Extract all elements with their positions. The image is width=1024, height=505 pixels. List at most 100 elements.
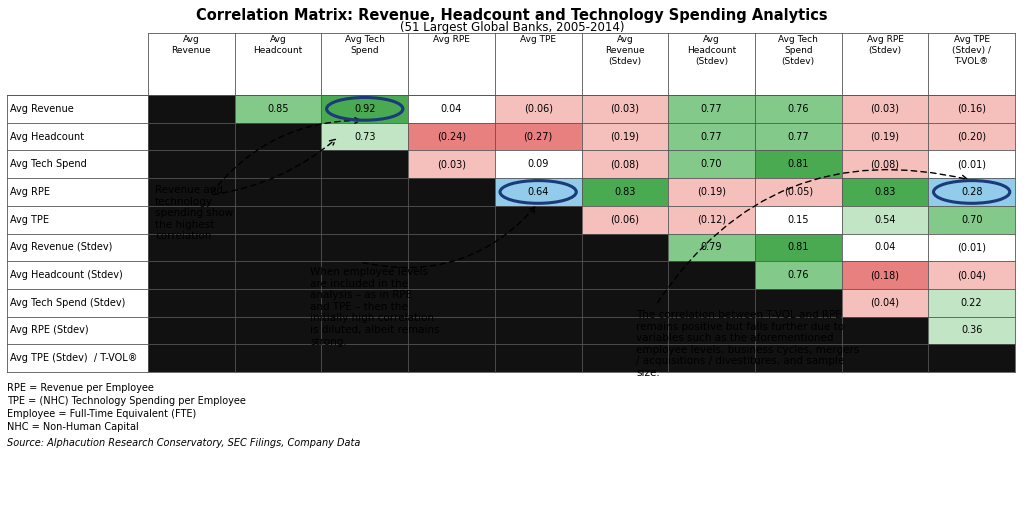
- Bar: [755, 289, 842, 317]
- Bar: [669, 95, 755, 123]
- Bar: [842, 123, 929, 150]
- Text: 0.77: 0.77: [787, 131, 809, 141]
- Bar: [582, 233, 669, 261]
- Bar: [148, 95, 234, 123]
- Text: 0.92: 0.92: [354, 104, 376, 114]
- Text: 0.04: 0.04: [874, 242, 896, 252]
- Bar: [234, 317, 322, 344]
- Text: (0.01): (0.01): [957, 159, 986, 169]
- Bar: [495, 206, 582, 233]
- Bar: [755, 178, 842, 206]
- Bar: [582, 261, 669, 289]
- Bar: [148, 178, 234, 206]
- Text: (0.04): (0.04): [870, 298, 899, 308]
- Bar: [582, 95, 669, 123]
- Bar: [409, 317, 495, 344]
- Bar: [234, 206, 322, 233]
- Text: 0.28: 0.28: [961, 187, 982, 197]
- Bar: [234, 123, 322, 150]
- Bar: [669, 206, 755, 233]
- Text: Avg Revenue (Stdev): Avg Revenue (Stdev): [10, 242, 113, 252]
- Bar: [755, 233, 842, 261]
- Text: (51 Largest Global Banks, 2005-2014): (51 Largest Global Banks, 2005-2014): [399, 21, 625, 34]
- Bar: [322, 233, 409, 261]
- Bar: [234, 289, 322, 317]
- Text: When employee levels
are included in the
analysis – as in RPE
and TPE – then the: When employee levels are included in the…: [310, 267, 439, 346]
- Text: 0.22: 0.22: [961, 298, 982, 308]
- Text: 0.83: 0.83: [874, 187, 896, 197]
- Bar: [755, 317, 842, 344]
- Bar: [322, 317, 409, 344]
- Bar: [495, 317, 582, 344]
- Bar: [842, 317, 929, 344]
- Text: (0.01): (0.01): [957, 242, 986, 252]
- Text: (0.12): (0.12): [697, 215, 726, 225]
- Text: 0.36: 0.36: [961, 325, 982, 335]
- Bar: [669, 178, 755, 206]
- Bar: [495, 150, 582, 178]
- Bar: [234, 150, 322, 178]
- Bar: [409, 206, 495, 233]
- Bar: [148, 289, 234, 317]
- Bar: [322, 206, 409, 233]
- Bar: [148, 233, 234, 261]
- Bar: [755, 206, 842, 233]
- Bar: [409, 233, 495, 261]
- Bar: [148, 123, 234, 150]
- Text: 0.64: 0.64: [527, 187, 549, 197]
- Bar: [409, 95, 495, 123]
- Text: Avg Tech
Spend: Avg Tech Spend: [345, 35, 385, 55]
- Bar: [148, 261, 234, 289]
- Bar: [929, 150, 1015, 178]
- Bar: [322, 178, 409, 206]
- Text: (0.05): (0.05): [783, 187, 813, 197]
- Bar: [495, 233, 582, 261]
- Text: 0.76: 0.76: [787, 270, 809, 280]
- Text: (0.03): (0.03): [610, 104, 639, 114]
- Bar: [234, 261, 322, 289]
- Text: Avg
Revenue
(Stdev): Avg Revenue (Stdev): [605, 35, 645, 66]
- Bar: [148, 344, 234, 372]
- Text: 0.83: 0.83: [614, 187, 636, 197]
- Bar: [582, 317, 669, 344]
- Bar: [842, 150, 929, 178]
- Bar: [842, 261, 929, 289]
- Bar: [929, 206, 1015, 233]
- Text: 0.81: 0.81: [787, 242, 809, 252]
- Text: 0.76: 0.76: [787, 104, 809, 114]
- Text: Avg RPE (Stdev): Avg RPE (Stdev): [10, 325, 89, 335]
- Text: (0.19): (0.19): [697, 187, 726, 197]
- Text: Avg
Revenue: Avg Revenue: [172, 35, 211, 55]
- Text: The correlation between T-VOL and RPE
remains positive but falls further due to
: The correlation between T-VOL and RPE re…: [636, 310, 859, 378]
- Bar: [582, 344, 669, 372]
- Text: (0.18): (0.18): [870, 270, 899, 280]
- Bar: [755, 123, 842, 150]
- Bar: [842, 289, 929, 317]
- Bar: [148, 150, 234, 178]
- Text: Avg
Headcount
(Stdev): Avg Headcount (Stdev): [687, 35, 736, 66]
- Bar: [322, 344, 409, 372]
- Text: Avg
Headcount: Avg Headcount: [253, 35, 303, 55]
- Text: (0.27): (0.27): [523, 131, 553, 141]
- Bar: [582, 150, 669, 178]
- Bar: [495, 261, 582, 289]
- Text: 0.77: 0.77: [700, 104, 722, 114]
- Bar: [929, 261, 1015, 289]
- Text: 0.73: 0.73: [354, 131, 376, 141]
- Text: (0.24): (0.24): [437, 131, 466, 141]
- Text: Employee = Full-Time Equivalent (FTE): Employee = Full-Time Equivalent (FTE): [7, 409, 197, 419]
- Text: Avg RPE: Avg RPE: [433, 35, 470, 44]
- Bar: [669, 344, 755, 372]
- Bar: [495, 344, 582, 372]
- Bar: [929, 344, 1015, 372]
- Bar: [409, 289, 495, 317]
- Text: Avg TPE
(Stdev) /
T-VOL®: Avg TPE (Stdev) / T-VOL®: [952, 35, 991, 66]
- Bar: [755, 95, 842, 123]
- Bar: [148, 206, 234, 233]
- Text: (0.20): (0.20): [957, 131, 986, 141]
- Text: Avg Revenue: Avg Revenue: [10, 104, 74, 114]
- Text: (0.06): (0.06): [610, 215, 639, 225]
- Text: (0.06): (0.06): [523, 104, 553, 114]
- Bar: [582, 289, 669, 317]
- Bar: [842, 344, 929, 372]
